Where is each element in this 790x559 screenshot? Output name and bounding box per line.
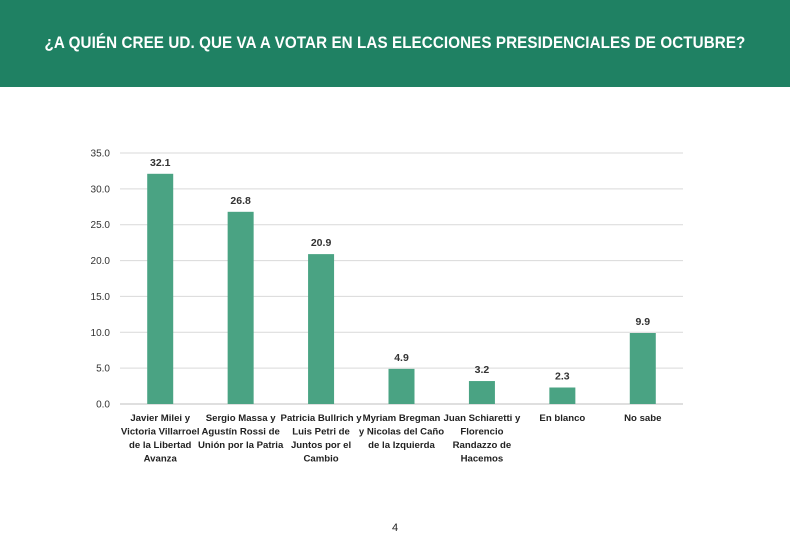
x-tick-label-line: Florencio bbox=[460, 427, 503, 438]
x-tick-label-line: y Nicolas del Caño bbox=[359, 427, 444, 438]
y-tick-label: 10.0 bbox=[91, 328, 111, 339]
bar bbox=[549, 387, 576, 404]
y-tick-label: 15.0 bbox=[91, 292, 111, 303]
x-tick-label: En blanco bbox=[539, 413, 585, 424]
bar bbox=[227, 211, 254, 404]
x-tick-label-line: Randazzo de bbox=[453, 440, 512, 451]
x-tick-label-line: Javier Milei y bbox=[130, 413, 190, 424]
y-tick-label: 20.0 bbox=[91, 256, 111, 267]
data-label: 4.9 bbox=[394, 352, 409, 364]
bar bbox=[308, 254, 335, 404]
bar bbox=[629, 333, 656, 404]
x-tick-label-line: Luis Petri de bbox=[292, 427, 350, 438]
x-tick-label: Juan Schiaretti y Florencio Randazzo de Hac… bbox=[444, 413, 521, 465]
x-tick-label-line: Victoria Villarroel bbox=[121, 427, 200, 438]
x-tick-label: No sabe bbox=[624, 413, 661, 424]
x-tick-label-line: Hacemos bbox=[461, 454, 504, 465]
data-label: 26.8 bbox=[230, 195, 251, 207]
x-tick-label-line: No sabe bbox=[624, 413, 661, 424]
x-tick-label: Javier Milei y Victoria Villarroel de la L… bbox=[121, 413, 200, 465]
y-tick-label: 35.0 bbox=[91, 149, 111, 160]
data-label: 2.3 bbox=[555, 371, 570, 383]
x-tick-label-line: Avanza bbox=[144, 454, 178, 465]
page-number: 4 bbox=[391, 522, 399, 534]
y-tick-label: 25.0 bbox=[91, 220, 111, 231]
bar bbox=[147, 173, 174, 404]
bar bbox=[468, 381, 495, 404]
data-label: 9.9 bbox=[635, 316, 650, 328]
x-tick-label: Myriam Bregman y Nicolas del Caño de la Iz… bbox=[359, 413, 444, 451]
x-tick-label-line: Patricia Bullrich y bbox=[281, 413, 363, 424]
x-tick-label-line: En blanco bbox=[539, 413, 585, 424]
x-tick-label-line: Cambio bbox=[303, 454, 338, 465]
header-banner: ¿A QUIÉN CREE UD. QUE VA A VOTAR EN LAS … bbox=[0, 0, 790, 87]
x-tick-label: Patricia Bullrich y Luis Petri de Juntos p… bbox=[281, 413, 363, 465]
bar bbox=[388, 368, 415, 404]
data-label: 20.9 bbox=[311, 237, 332, 249]
data-label: 32.1 bbox=[150, 157, 171, 169]
x-tick-label-line: Sergio Massa y bbox=[206, 413, 277, 424]
x-tick-label-line: de la Libertad bbox=[129, 440, 192, 451]
x-tick-label-line: Agustín Rossi de bbox=[201, 427, 279, 438]
x-tick-label-line: de la Izquierda bbox=[368, 440, 435, 451]
y-tick-label: 0.0 bbox=[96, 400, 110, 411]
bar-chart: 0.0 5.0 10.0 15.0 20.0 25.0 30.0 35.0 32.1 Javier… bbox=[91, 149, 683, 465]
page-title: ¿A QUIÉN CREE UD. QUE VA A VOTAR EN LAS … bbox=[44, 34, 746, 52]
data-label: 3.2 bbox=[475, 364, 490, 376]
x-tick-label-line: Myriam Bregman bbox=[363, 413, 441, 424]
x-tick-label: Sergio Massa y Agustín Rossi de Unión por … bbox=[198, 413, 284, 451]
y-tick-label: 30.0 bbox=[91, 184, 111, 195]
x-tick-label-line: Juan Schiaretti y bbox=[444, 413, 521, 424]
y-tick-label: 5.0 bbox=[96, 364, 110, 375]
x-tick-label-line: Unión por la Patria bbox=[198, 440, 284, 451]
x-tick-label-line: Juntos por el bbox=[291, 440, 351, 451]
